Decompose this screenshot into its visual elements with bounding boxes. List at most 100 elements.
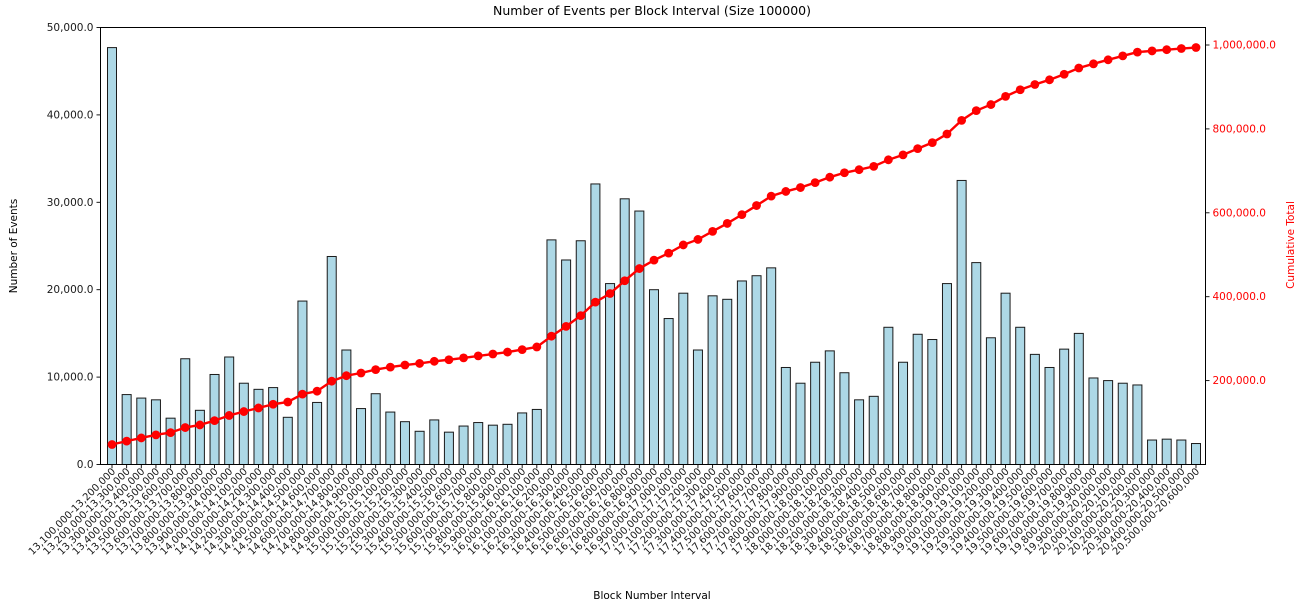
line-marker (693, 235, 703, 244)
bar (194, 409, 205, 466)
line-marker (664, 248, 674, 258)
bar (1029, 353, 1040, 466)
bar (429, 419, 440, 465)
line-marker (766, 191, 776, 201)
line-marker (1176, 44, 1186, 53)
line-marker (166, 428, 175, 438)
bar (722, 298, 733, 465)
bar (883, 326, 894, 466)
bar (399, 421, 410, 466)
chart-title: Number of Events per Block Interval (Siz… (493, 3, 811, 18)
bar (370, 393, 381, 465)
line-marker (473, 351, 483, 361)
bar (1103, 380, 1114, 466)
bar (575, 240, 586, 465)
left-tick-label: 30,000.0 (47, 197, 94, 209)
line-marker (722, 219, 732, 228)
line-marker (341, 371, 351, 381)
line-marker (869, 162, 879, 171)
bar (736, 280, 747, 465)
bar (766, 267, 777, 465)
left-tick-label: 20,000.0 (47, 284, 94, 296)
line-marker (854, 165, 864, 175)
line-marker (122, 436, 132, 446)
line-marker (737, 210, 747, 220)
line-marker (180, 423, 190, 432)
left-tick-label: 0.0 (77, 459, 94, 471)
line-marker (532, 342, 542, 352)
left-tick-label: 50,000.0 (47, 22, 94, 34)
bar (253, 388, 264, 465)
line-marker (1074, 63, 1084, 73)
line-marker (1001, 91, 1010, 101)
line-marker (107, 440, 117, 449)
line-marker (913, 144, 923, 154)
line-marker (986, 100, 996, 109)
bar (780, 366, 791, 465)
bar (282, 416, 293, 465)
line-marker (239, 407, 249, 416)
line-marker (883, 155, 893, 165)
bar (341, 349, 352, 466)
line-marker (415, 359, 425, 368)
line-marker (429, 356, 439, 366)
line-marker (576, 311, 586, 321)
line-marker (634, 264, 644, 273)
line-marker (591, 297, 600, 307)
right-tick-label: 800,000.0 (1213, 123, 1266, 135)
bar (546, 239, 557, 465)
left-tick-label: 10,000.0 (47, 372, 94, 384)
line-marker (678, 240, 688, 250)
bar (868, 395, 879, 465)
bar (1015, 326, 1026, 466)
bar (1147, 439, 1158, 466)
line-marker (224, 411, 234, 420)
line-marker (385, 362, 395, 372)
bar (619, 198, 630, 466)
line-marker (1030, 80, 1040, 89)
bar (663, 318, 674, 465)
line-marker (927, 138, 937, 148)
bar (487, 424, 498, 466)
line-marker (840, 168, 849, 178)
bar (136, 397, 147, 465)
line-marker (547, 331, 556, 341)
bar (1117, 382, 1128, 465)
line-marker (488, 349, 498, 359)
bar (707, 295, 718, 465)
line-marker (942, 129, 952, 139)
axes-box (100, 27, 1206, 465)
line-marker (1089, 59, 1098, 69)
bar (971, 262, 982, 465)
line-marker (283, 397, 293, 407)
bar (927, 339, 938, 466)
line-marker (752, 201, 761, 210)
bar (473, 422, 484, 466)
bar (751, 275, 762, 465)
bar (297, 300, 308, 466)
line-marker (898, 150, 908, 160)
bar (824, 350, 835, 466)
bar (356, 408, 367, 465)
left-tick-label: 40,000.0 (47, 109, 94, 121)
bar (692, 349, 703, 466)
bar (1000, 292, 1011, 466)
bar (561, 259, 572, 466)
line-marker (151, 430, 161, 440)
bar (985, 337, 996, 465)
line-marker (371, 365, 381, 375)
line-marker (503, 347, 512, 357)
x-axis-label: Block Number Interval (593, 590, 711, 602)
bar (443, 431, 454, 465)
bar (517, 412, 528, 465)
bar (1059, 348, 1070, 465)
bar (1132, 384, 1143, 465)
bar (458, 425, 469, 466)
bar (121, 394, 132, 465)
line-marker (1162, 45, 1172, 55)
line-marker (1015, 85, 1025, 95)
line-marker (400, 360, 410, 370)
line-marker (268, 399, 278, 409)
